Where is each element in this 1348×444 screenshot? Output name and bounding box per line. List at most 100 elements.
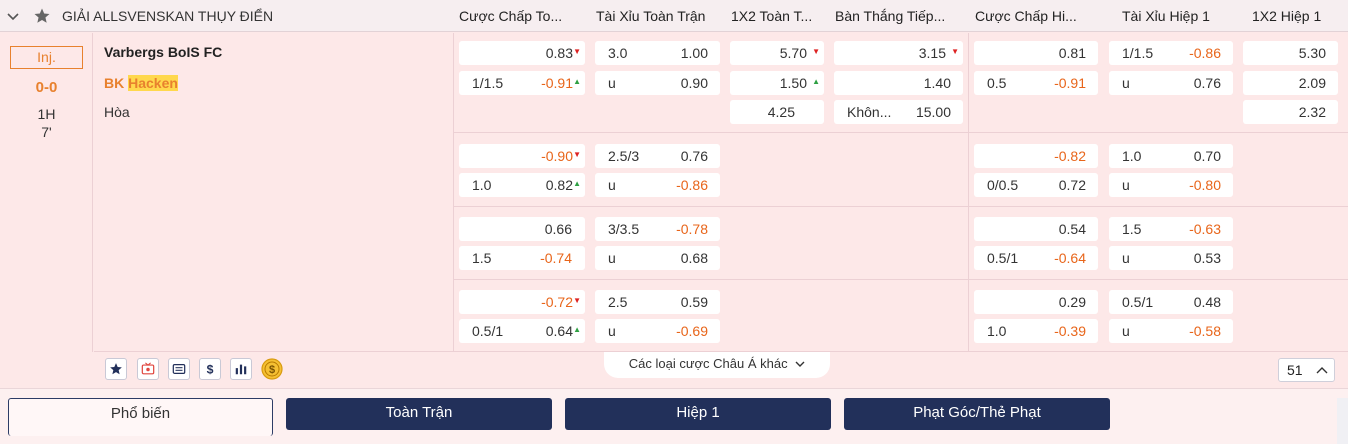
arrow-down-icon: ▼ bbox=[573, 150, 581, 159]
odds-cell[interactable]: u 0.68 bbox=[595, 246, 720, 270]
col-header-1x2-1h[interactable]: 1X2 Hiệp 1 bbox=[1252, 8, 1322, 24]
odds-cell[interactable]: 1.5 -0.74 bbox=[459, 246, 585, 270]
chevron-down-icon bbox=[795, 361, 805, 367]
dollar-icon[interactable]: $ bbox=[199, 358, 221, 380]
arrow-up-icon: ▲ bbox=[573, 325, 581, 334]
favorite-star-icon[interactable] bbox=[33, 7, 51, 25]
odds-value: -0.91 bbox=[1054, 75, 1086, 91]
odds-cell[interactable]: 1/1.5 -0.86 bbox=[1109, 41, 1233, 65]
live-tv-icon[interactable] bbox=[137, 358, 159, 380]
row-divider bbox=[454, 132, 1348, 133]
col-header-next-goal[interactable]: Bàn Thắng Tiếp... bbox=[835, 8, 946, 24]
odds-cell[interactable]: -0.72 ▼ bbox=[459, 290, 585, 314]
odds-cell[interactable]: 5.30 bbox=[1243, 41, 1338, 65]
odds-cell[interactable]: 0.83 ▼ bbox=[459, 41, 585, 65]
arrow-down-icon: ▼ bbox=[812, 47, 820, 56]
col-header-handicap-1h[interactable]: Cược Chấp Hi... bbox=[975, 8, 1077, 24]
odds-cell[interactable]: 0.5 -0.91 bbox=[974, 71, 1098, 95]
odds-value: -0.86 bbox=[1189, 45, 1221, 61]
odds-cell[interactable]: 2.32 bbox=[1243, 100, 1338, 124]
odds-cell[interactable]: 1.0 0.70 bbox=[1109, 144, 1233, 168]
markets-count: 51 bbox=[1287, 362, 1303, 378]
odds-value: 5.30 bbox=[1298, 45, 1326, 61]
cashout-coin-icon[interactable]: $ bbox=[261, 358, 283, 380]
ou-line: 0.5/1 bbox=[1122, 294, 1154, 310]
odds-cell[interactable]: -0.90 ▼ bbox=[459, 144, 585, 168]
arrow-up-icon: ▲ bbox=[573, 77, 581, 86]
odds-cell[interactable]: u 0.76 bbox=[1109, 71, 1233, 95]
tab-popular[interactable]: Phổ biến bbox=[8, 398, 273, 436]
odds-cell[interactable]: 1/1.5 -0.91 ▲ bbox=[459, 71, 585, 95]
odds-cell[interactable]: 0.5/1 0.64 ▲ bbox=[459, 319, 585, 343]
more-asian-bets-toggle[interactable]: Các loại cược Châu Á khác bbox=[604, 352, 830, 378]
ou-line: u bbox=[1122, 323, 1130, 339]
home-team: Varbergs BoIS FC bbox=[104, 44, 223, 60]
odds-cell[interactable]: 0.29 bbox=[974, 290, 1098, 314]
odds-cell[interactable]: 0.5/1 -0.64 bbox=[974, 246, 1098, 270]
odds-cell[interactable]: 0.81 bbox=[974, 41, 1098, 65]
odds-cell[interactable]: 1.0 -0.39 bbox=[974, 319, 1098, 343]
tab-corners-cards[interactable]: Phạt Góc/Thẻ Phạt bbox=[844, 398, 1110, 430]
draw-label: Hòa bbox=[104, 104, 130, 120]
odds-value: -0.91 bbox=[541, 75, 573, 91]
odds-cell[interactable]: 0/0.5 0.72 bbox=[974, 173, 1098, 197]
odds-cell[interactable]: 3.15 ▼ bbox=[834, 41, 963, 65]
star-icon[interactable] bbox=[105, 358, 127, 380]
odds-value: 0.53 bbox=[1193, 250, 1221, 266]
odds-value: 4.25 bbox=[767, 104, 795, 120]
odds-cell[interactable]: 2.5/3 0.76 bbox=[595, 144, 720, 168]
odds-cell[interactable]: u -0.80 bbox=[1109, 173, 1233, 197]
handicap-line: 0/0.5 bbox=[987, 177, 1019, 193]
odds-cell[interactable]: 1.5 -0.63 bbox=[1109, 217, 1233, 241]
ou-line: 3.0 bbox=[608, 45, 628, 61]
more-markets-count-button[interactable]: 51 bbox=[1278, 358, 1335, 382]
odds-value: -0.82 bbox=[1054, 148, 1086, 164]
divider bbox=[968, 33, 969, 352]
col-header-1x2-ft[interactable]: 1X2 Toàn T... bbox=[731, 8, 813, 24]
more-bets-label: Các loại cược Châu Á khác bbox=[628, 356, 788, 371]
odds-value: 0.72 bbox=[1058, 177, 1086, 193]
col-header-ou-ft[interactable]: Tài Xỉu Toàn Trận bbox=[596, 8, 706, 24]
odds-cell[interactable]: 1.0 0.82 ▲ bbox=[459, 173, 585, 197]
ticket-icon[interactable] bbox=[168, 358, 190, 380]
odds-cell[interactable]: u -0.58 bbox=[1109, 319, 1233, 343]
odds-cell[interactable]: 3/3.5 -0.78 bbox=[595, 217, 720, 241]
odds-cell[interactable]: u 0.53 bbox=[1109, 246, 1233, 270]
row-divider bbox=[454, 279, 1348, 280]
odds-cell[interactable]: 4.25 bbox=[730, 100, 824, 124]
odds-value: 0.90 bbox=[680, 75, 708, 91]
odds-cell[interactable]: -0.82 bbox=[974, 144, 1098, 168]
col-header-handicap-ft[interactable]: Cược Chấp To... bbox=[459, 8, 563, 24]
odds-cell[interactable]: 1.50 ▲ bbox=[730, 71, 824, 95]
odds-value: 2.09 bbox=[1298, 75, 1326, 91]
odds-cell[interactable]: u 0.90 bbox=[595, 71, 720, 95]
odds-cell[interactable]: u -0.69 bbox=[595, 319, 720, 343]
odds-cell[interactable]: 3.0 1.00 bbox=[595, 41, 720, 65]
odds-cell[interactable]: 0.54 bbox=[974, 217, 1098, 241]
ou-line: 1.0 bbox=[1122, 148, 1142, 164]
row-divider bbox=[454, 206, 1348, 207]
odds-cell[interactable]: 1.40 bbox=[834, 71, 963, 95]
handicap-line: 1.5 bbox=[472, 250, 492, 266]
odds-cell[interactable]: 2.5 0.59 bbox=[595, 290, 720, 314]
odds-cell[interactable]: 0.5/1 0.48 bbox=[1109, 290, 1233, 314]
scrollbar[interactable] bbox=[1337, 398, 1348, 444]
tab-full-time[interactable]: Toàn Trận bbox=[286, 398, 552, 430]
odds-cell[interactable]: Khôn... 15.00 bbox=[834, 100, 963, 124]
odds-cell[interactable]: 5.70 ▼ bbox=[730, 41, 824, 65]
odds-cell[interactable]: u -0.86 bbox=[595, 173, 720, 197]
odds-cell[interactable]: 2.09 bbox=[1243, 71, 1338, 95]
ou-line: 3/3.5 bbox=[608, 221, 640, 237]
no-goal-label: Khôn... bbox=[847, 104, 892, 120]
chevron-down-icon[interactable] bbox=[5, 8, 21, 24]
tab-first-half[interactable]: Hiệp 1 bbox=[565, 398, 831, 430]
odds-value: -0.58 bbox=[1189, 323, 1221, 339]
odds-value: -0.80 bbox=[1189, 177, 1221, 193]
match-status-column bbox=[0, 33, 93, 352]
odds-value: -0.39 bbox=[1054, 323, 1086, 339]
ou-line: 2.5 bbox=[608, 294, 628, 310]
odds-cell[interactable]: 0.66 bbox=[459, 217, 585, 241]
col-header-ou-1h[interactable]: Tài Xỉu Hiệp 1 bbox=[1122, 8, 1210, 24]
stats-icon[interactable] bbox=[230, 358, 252, 380]
handicap-line: 1/1.5 bbox=[472, 75, 504, 91]
